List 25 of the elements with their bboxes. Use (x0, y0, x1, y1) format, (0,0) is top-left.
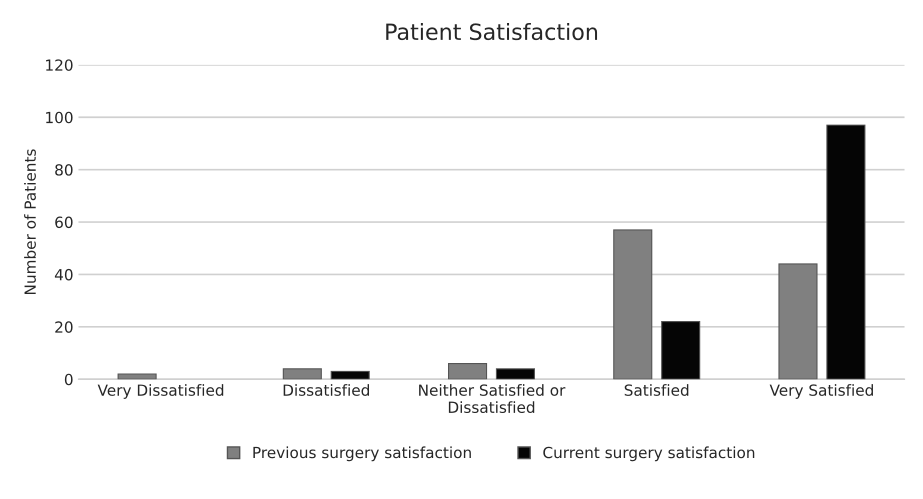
y-axis-title: Number of Patients (24, 149, 36, 294)
x-tick-label: Satisfied (624, 384, 688, 396)
x-tick-label: Very Satisfied (770, 384, 873, 399)
x-tick-label: Dissatisfied (284, 384, 369, 396)
bar (282, 368, 322, 380)
legend-label: Current surgery satisfaction (543, 446, 754, 462)
bar (118, 373, 157, 380)
bar (613, 229, 652, 380)
x-tick-label: Neither Satisfied or Dissatisfied (419, 384, 566, 414)
y-tick-label: 0 (64, 374, 73, 386)
x-tick-label: Very Dissatisfied (98, 384, 224, 399)
y-tick-label: 20 (55, 321, 73, 333)
y-tick-label: 60 (55, 216, 73, 228)
chart-title: Patient Satisfaction (386, 22, 598, 40)
y-tick-label: 100 (46, 112, 73, 124)
y-tick-label: 80 (55, 164, 73, 176)
bar (448, 362, 488, 380)
y-tick-label: 40 (54, 268, 73, 280)
y-tick-label: 120 (46, 59, 73, 71)
bar (330, 370, 370, 380)
legend-label: Previous surgery satisfaction (253, 446, 471, 462)
bar (778, 263, 818, 380)
bar (661, 321, 700, 380)
bar (826, 124, 866, 380)
bar (496, 368, 536, 380)
